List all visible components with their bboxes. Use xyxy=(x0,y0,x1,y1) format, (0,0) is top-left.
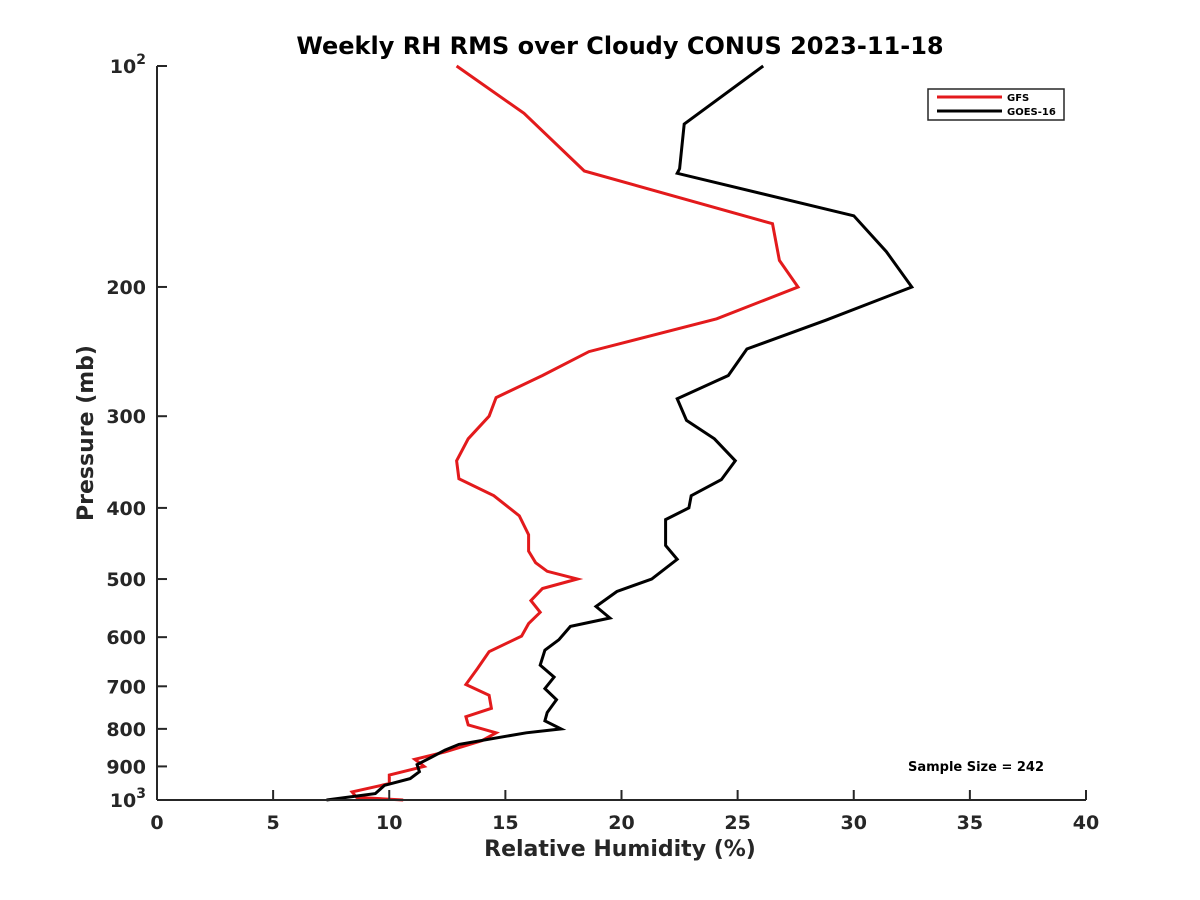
legend-box xyxy=(927,88,1065,121)
y-tick-label: 600 xyxy=(106,627,146,649)
y-tick-label: 800 xyxy=(106,719,146,741)
x-tick-label: 5 xyxy=(267,812,280,834)
x-axis-label: Relative Humidity (%) xyxy=(484,837,756,862)
series-layer xyxy=(326,64,915,802)
sample-size-annotation: Sample Size = 242 xyxy=(908,760,1044,775)
x-tick-label: 10 xyxy=(376,812,402,834)
y-tick-label: 300 xyxy=(106,406,146,428)
x-tick-label: 40 xyxy=(1073,812,1099,834)
x-tick-label: 35 xyxy=(957,812,983,834)
y-tick-label: 103 xyxy=(110,786,146,812)
legend-label: GOES-16 xyxy=(1007,107,1056,118)
series-line-gfs xyxy=(349,64,801,802)
y-tick-label: 102 xyxy=(110,52,146,78)
x-tick-label: 15 xyxy=(492,812,518,834)
x-tick-label: 20 xyxy=(608,812,634,834)
x-tick-label: 25 xyxy=(724,812,750,834)
legend: GFS GOES-16 xyxy=(927,88,1065,121)
y-tick-label: 200 xyxy=(106,277,146,299)
series-line-goes-16 xyxy=(326,64,915,802)
x-tick-label: 0 xyxy=(150,812,163,834)
y-tick-label: 900 xyxy=(106,756,146,778)
y-tick-label: 500 xyxy=(106,569,146,591)
chart-title: Weekly RH RMS over Cloudy CONUS 2023-11-… xyxy=(296,32,943,60)
x-axis-ticks: 0 5 10 15 20 25 30 35 40 xyxy=(150,790,1099,834)
y-tick-label: 400 xyxy=(106,498,146,520)
x-tick-label: 30 xyxy=(841,812,867,834)
y-axis-label: Pressure (mb) xyxy=(74,345,99,521)
y-tick-label: 700 xyxy=(106,676,146,698)
axes xyxy=(156,66,1086,801)
legend-label: GFS xyxy=(1007,93,1029,104)
y-axis-ticks: 102 200 300 400 500 600 700 800 900 103 xyxy=(106,52,167,812)
